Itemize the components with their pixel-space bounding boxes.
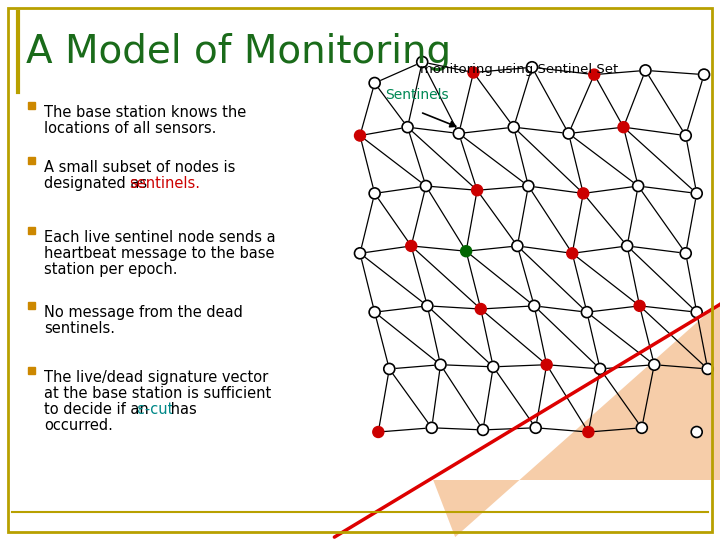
Circle shape — [526, 62, 538, 73]
Circle shape — [634, 300, 645, 312]
Text: locations of all sensors.: locations of all sensors. — [44, 121, 217, 136]
Circle shape — [369, 188, 380, 199]
Text: Sentinels: Sentinels — [385, 88, 449, 102]
Circle shape — [472, 185, 482, 195]
Circle shape — [680, 248, 691, 259]
Circle shape — [426, 422, 437, 433]
Text: to decide if an: to decide if an — [44, 402, 153, 417]
Bar — [28, 227, 35, 234]
Circle shape — [508, 122, 519, 133]
Circle shape — [369, 307, 380, 318]
Circle shape — [354, 130, 366, 141]
Circle shape — [595, 363, 606, 374]
Text: has: has — [166, 402, 197, 417]
Circle shape — [454, 128, 464, 139]
Circle shape — [530, 422, 541, 433]
Circle shape — [541, 359, 552, 370]
Bar — [28, 367, 35, 374]
Circle shape — [512, 240, 523, 252]
Text: sentinels.: sentinels. — [44, 321, 115, 336]
Circle shape — [384, 363, 395, 374]
Circle shape — [373, 427, 384, 437]
Circle shape — [680, 130, 691, 141]
Bar — [28, 157, 35, 164]
Circle shape — [435, 359, 446, 370]
Circle shape — [691, 188, 702, 199]
Text: No message from the dead: No message from the dead — [44, 305, 243, 320]
Bar — [28, 102, 35, 109]
Circle shape — [475, 303, 486, 314]
Text: monitoring using Sentinel Set: monitoring using Sentinel Set — [420, 64, 618, 77]
Circle shape — [422, 300, 433, 312]
Circle shape — [582, 307, 593, 318]
Circle shape — [402, 122, 413, 133]
Text: heartbeat message to the base: heartbeat message to the base — [44, 246, 274, 261]
Circle shape — [461, 246, 472, 256]
Circle shape — [618, 122, 629, 133]
Circle shape — [702, 363, 714, 374]
Circle shape — [406, 240, 417, 252]
Circle shape — [354, 248, 366, 259]
Circle shape — [621, 240, 633, 252]
Text: at the base station is sufficient: at the base station is sufficient — [44, 386, 271, 401]
Text: sentinels.: sentinels. — [130, 176, 200, 191]
Circle shape — [523, 180, 534, 192]
Circle shape — [698, 69, 709, 80]
Circle shape — [583, 427, 594, 437]
Text: A small subset of nodes is: A small subset of nodes is — [44, 160, 235, 175]
Text: designated as: designated as — [44, 176, 152, 191]
Circle shape — [577, 188, 589, 199]
Circle shape — [589, 69, 600, 80]
Text: station per epoch.: station per epoch. — [44, 262, 178, 277]
Polygon shape — [433, 298, 720, 537]
Circle shape — [633, 180, 644, 192]
Text: Each live sentinel node sends a: Each live sentinel node sends a — [44, 230, 276, 245]
Circle shape — [649, 359, 660, 370]
Text: occurred.: occurred. — [44, 418, 113, 433]
Circle shape — [369, 78, 380, 89]
Text: ε-cut: ε-cut — [137, 402, 174, 417]
Circle shape — [420, 180, 431, 192]
Circle shape — [528, 300, 540, 312]
Circle shape — [417, 57, 428, 68]
Circle shape — [468, 67, 479, 78]
Bar — [28, 302, 35, 309]
Circle shape — [567, 248, 577, 259]
Circle shape — [691, 307, 702, 318]
Circle shape — [640, 65, 651, 76]
Text: The live/dead signature vector: The live/dead signature vector — [44, 370, 269, 385]
Text: The base station knows the: The base station knows the — [44, 105, 246, 120]
Circle shape — [487, 361, 499, 372]
Circle shape — [477, 424, 488, 435]
Circle shape — [563, 128, 574, 139]
Circle shape — [691, 427, 702, 437]
Circle shape — [636, 422, 647, 433]
Text: A Model of Monitoring: A Model of Monitoring — [26, 33, 451, 71]
